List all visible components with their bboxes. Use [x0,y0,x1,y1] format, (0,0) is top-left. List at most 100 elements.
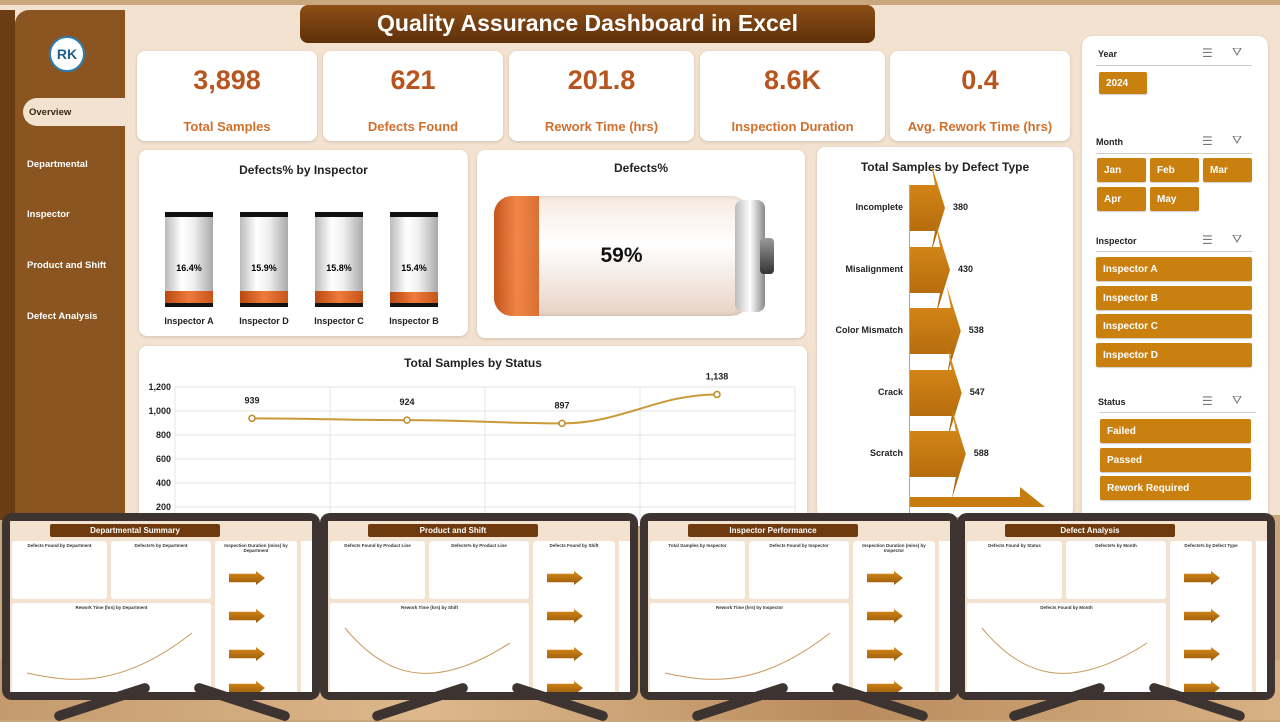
data-label: 430 [958,263,974,274]
slicer-status-failed[interactable]: Failed [1100,419,1251,443]
nav-product-and-shift[interactable]: Product and Shift [27,260,107,271]
preview-panel-title: Defects Found by Month [1040,605,1093,610]
kpi-value: 8.6K [763,65,822,95]
bar-inspector-b: 15.4% [390,212,438,307]
category-label: Inspector B [389,316,439,326]
chart-title: Total Samples by Defect Type [860,160,1030,174]
nav-overview[interactable]: Overview [23,98,125,126]
kpi-label: Rework Time (hrs) [544,119,659,134]
data-label: 15.4% [401,263,427,273]
defects-percent-chart: Defects% 59% [477,150,805,338]
clear-filter-icon[interactable]: ⛛ [1232,45,1243,59]
preview-panel-title: Inspection Duration (mins) by Inspector [862,543,926,553]
slicer-year-2024[interactable]: 2024 [1099,72,1147,94]
slicer-month-apr[interactable]: Apr [1097,187,1146,211]
preview-monitor-1[interactable]: Departmental Summary Defects Found by De… [2,513,320,700]
preview-panel-title: Defects% by Defect Type [1184,543,1238,548]
bar-fill [390,291,438,303]
samples-by-defect-type-chart: Total Samples by Defect Type Incomplete 3… [817,147,1073,517]
y-tick: 200 [156,502,171,512]
slicer-status-passed[interactable]: Passed [1100,448,1251,472]
data-point [558,419,566,428]
category-label: Scratch [869,448,903,458]
bar-cutoff [910,487,1045,507]
data-label: 588 [973,448,989,458]
y-tick: 600 [156,454,171,464]
preview-monitor-4[interactable]: Defect Analysis Defects Found by Status … [957,513,1275,700]
battery-fill [494,196,539,316]
y-tick: 400 [156,478,171,488]
preview-panel: Inspection Duration (mins) by Department [215,541,297,692]
sidebar-edge [0,10,15,520]
preview-monitor-3[interactable]: Inspector Performance Total Samples by I… [640,513,958,700]
preview-title: Defect Analysis [1005,524,1175,537]
clear-filter-icon[interactable]: ⛛ [1232,133,1243,147]
preview-panel: Defects Found by Status [967,541,1062,599]
slicer-inspector-b[interactable]: Inspector B [1096,286,1252,310]
slicer-inspector-c[interactable]: Inspector C [1096,314,1252,338]
slicer-status-rework-required[interactable]: Rework Required [1100,476,1251,500]
data-label: 538 [968,325,984,335]
multi-select-icon[interactable]: ☰ [1202,134,1213,148]
divider [1096,153,1252,154]
nav-defect-analysis[interactable]: Defect Analysis [27,311,98,322]
kpi-label: Defects Found [367,119,459,134]
multi-select-icon[interactable]: ☰ [1202,233,1213,247]
preview-monitor-2[interactable]: Product and Shift Defects Found by Produ… [320,513,638,700]
kpi-defects-found: 621 Defects Found [323,51,503,141]
chart-title: Defects% by Inspector [239,163,368,177]
multi-select-icon[interactable]: ☰ [1202,46,1213,60]
clear-filter-icon[interactable]: ⛛ [1232,232,1243,246]
sidebar: RK Overview Departmental Inspector Produ… [0,10,125,520]
preview-screen: Defect Analysis Defects Found by Status … [965,521,1267,692]
logo-text: RK [56,46,78,62]
slicer-month-may[interactable]: May [1150,187,1199,211]
preview-panel: Rework Time (hrs) by Department [12,603,211,692]
chart-title: Total Samples by Status [404,356,542,370]
preview-panel-title: Defects% by Department [134,543,188,548]
slicer-month-mar[interactable]: Mar [1203,158,1252,182]
line-plot: 1,200 1,000 800 600 400 200 939 924 897 1,138 [148,371,796,526]
data-label: 15.8% [326,263,352,273]
slicer-inspector-a[interactable]: Inspector A [1096,257,1252,281]
slicer-month-feb[interactable]: Feb [1150,158,1199,182]
kpi-inspection-duration: 8.6K Inspection Duration [700,51,885,141]
bar-inspector-d: 15.9% [240,212,288,307]
preview-panel: Total Samples by Inspector [650,541,745,599]
preview-panel-title: Defects Found by Inspector [769,543,829,548]
preview-screen: Inspector Performance Total Samples by I… [648,521,950,692]
data-point [713,390,721,399]
slicer-month-jan[interactable]: Jan [1097,158,1146,182]
preview-title: Product and Shift [368,524,538,537]
kpi-total-samples: 3,898 Total Samples [137,51,317,141]
slicer-inspector-label: Inspector [1096,236,1137,246]
kpi-value: 621 [390,65,436,95]
preview-title: Departmental Summary [50,524,220,537]
kpi-rework-time: 201.8 Rework Time (hrs) [509,51,694,141]
data-point [403,416,411,424]
clear-filter-icon[interactable]: ⛛ [1232,393,1243,407]
preview-panel-title: Rework Time (hrs) by Inspector [715,605,784,610]
preview-title: Inspector Performance [688,524,858,537]
divider [1096,251,1252,252]
slicer-year-label: Year [1098,49,1118,59]
nav-departmental[interactable]: Departmental [27,159,88,170]
data-label: 380 [953,202,969,212]
y-tick: 1,200 [148,382,171,392]
nav-inspector[interactable]: Inspector [27,209,70,220]
battery-body: 59% [494,196,749,316]
preview-panel: Defects Found by Inspector [749,541,849,599]
slicer-panel: Year ☰ ⛛ 2024 Month ☰ ⛛ Jan Feb Mar Apr Ma… [1082,36,1268,516]
kpi-value: 3,898 [193,65,261,95]
y-tick: 1,000 [148,406,171,416]
slicer-inspector-d[interactable]: Inspector D [1096,343,1252,367]
kpi-label: Total Samples [183,119,271,134]
preview-panel: Defects% by Defect Type [1170,541,1252,692]
category-label: Inspector D [239,316,289,326]
preview-panel: Rework Time (hrs) by Inspector [650,603,849,692]
bar-color-mismatch [910,286,961,376]
slicer-month-label: Month [1096,137,1123,147]
multi-select-icon[interactable]: ☰ [1202,394,1213,408]
chart-title: Defects% [613,161,669,175]
preview-panel-title: Rework Time (hrs) by Department [75,605,148,610]
